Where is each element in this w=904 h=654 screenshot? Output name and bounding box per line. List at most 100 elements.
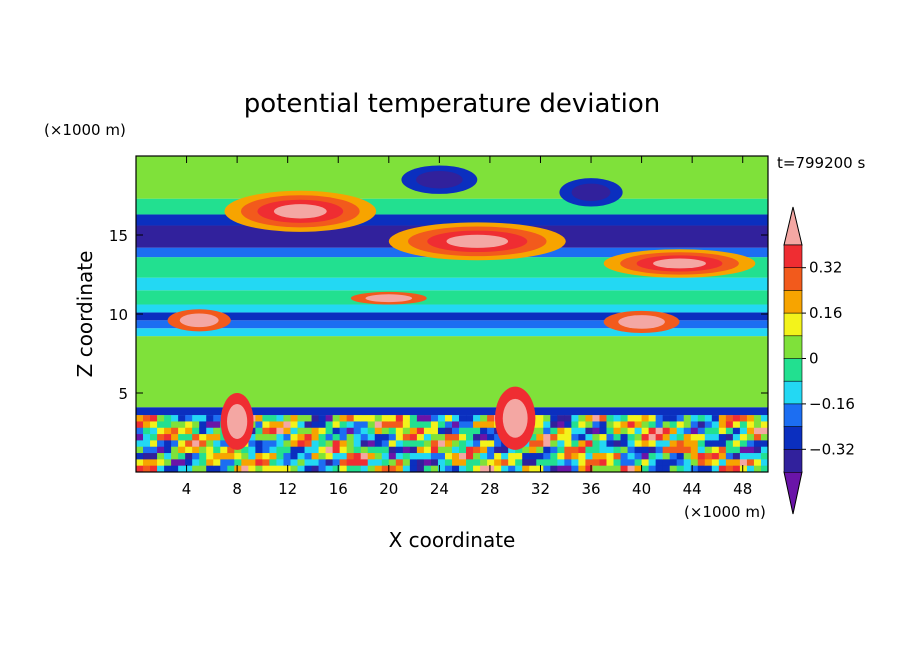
turbulent-cell [318, 427, 327, 435]
turbulent-cell [676, 459, 685, 467]
turbulent-cell [311, 453, 320, 460]
turbulent-cell [634, 459, 643, 467]
turbulent-cell [578, 459, 587, 467]
turbulent-cell [466, 415, 474, 423]
turbulent-cell [564, 465, 572, 472]
turbulent-cell [402, 427, 411, 435]
turbulent-cell [339, 465, 348, 472]
turbulent-cell [255, 446, 263, 454]
turbulent-cell [550, 465, 558, 472]
turbulent-cell [606, 434, 615, 441]
turbulent-cell [395, 465, 404, 472]
turbulent-cell [459, 446, 467, 454]
turbulent-cell [395, 421, 404, 429]
turbulent-cell [662, 434, 671, 441]
turbulent-cell [227, 453, 235, 460]
turbulent-cell [171, 453, 179, 460]
turbulent-cell [290, 459, 299, 467]
turbulent-cell [515, 446, 523, 454]
turbulent-cell [704, 440, 713, 448]
turbulent-cell [648, 465, 657, 472]
turbulent-cell [409, 434, 418, 441]
turbulent-cell [634, 453, 643, 460]
turbulent-cell [746, 446, 755, 454]
turbulent-cell [620, 440, 629, 448]
turbulent-cell [360, 415, 369, 423]
turbulent-cell [620, 415, 629, 423]
turbulent-cell [697, 440, 706, 448]
turbulent-cell [711, 465, 720, 472]
turbulent-cell [311, 459, 320, 467]
turbulent-cell [143, 446, 151, 454]
turbulent-cell [571, 421, 579, 429]
turbulent-cell [409, 459, 418, 467]
turbulent-cell [262, 415, 271, 423]
turbulent-cell [304, 465, 313, 472]
turbulent-cell [578, 465, 587, 472]
y-tick-label: 5 [118, 385, 128, 403]
turbulent-cell [543, 446, 551, 454]
turbulent-cell [171, 465, 179, 472]
turbulent-cell [732, 421, 741, 429]
turbulent-cell [585, 434, 594, 441]
turbulent-cell [402, 434, 411, 441]
turbulent-cell [423, 453, 432, 460]
turbulent-cell [311, 440, 320, 448]
turbulent-cell [739, 453, 748, 460]
turbulent-cell [381, 440, 390, 448]
turbulent-cell [641, 459, 650, 467]
turbulent-cell [529, 459, 537, 467]
turbulent-cell [578, 421, 587, 429]
turbulent-cell [150, 446, 158, 454]
turbulent-cell [178, 427, 186, 435]
turbulent-cell [353, 434, 362, 441]
turbulent-cell [367, 440, 376, 448]
turbulent-cell [564, 453, 572, 460]
turbulent-cell [136, 453, 144, 460]
turbulent-cell [192, 415, 200, 423]
contour-blob [618, 315, 665, 329]
turbulent-cell [557, 459, 565, 467]
turbulent-cell [276, 446, 285, 454]
turbulent-cell [234, 453, 242, 460]
turbulent-cell [269, 453, 278, 460]
turbulent-cell [529, 434, 537, 441]
turbulent-cell [627, 459, 636, 467]
turbulent-cell [353, 440, 362, 448]
turbulent-cell [655, 421, 664, 429]
turbulent-cell [711, 459, 720, 467]
turbulent-cell [718, 453, 727, 460]
turbulent-cell [753, 446, 762, 454]
turbulent-cell [585, 421, 594, 429]
turbulent-cell [732, 465, 741, 472]
x-tick-label: 44 [683, 480, 702, 498]
turbulent-cell [430, 459, 439, 467]
turbulent-cell [501, 465, 509, 472]
turbulent-cell [430, 427, 439, 435]
turbulent-cell [599, 421, 608, 429]
turbulent-cell [732, 427, 741, 435]
turbulent-cell [346, 453, 355, 460]
turbulent-cell [571, 427, 579, 435]
colorbar-tick-label: −0.32 [809, 440, 855, 458]
turbulent-cell [241, 453, 249, 460]
turbulent-cell [760, 415, 768, 423]
turbulent-cell [718, 459, 727, 467]
y-tick-label: 15 [109, 227, 128, 245]
turbulent-cell [143, 440, 151, 448]
turbulent-cell [304, 427, 313, 435]
turbulent-cell [620, 421, 629, 429]
turbulent-cell [136, 459, 144, 467]
turbulent-cell [437, 421, 446, 429]
turbulent-cell [269, 446, 278, 454]
turbulent-cell [480, 415, 488, 423]
turbulent-cell [171, 427, 179, 435]
turbulent-cell [760, 465, 768, 472]
turbulent-cell [543, 427, 551, 435]
turbulent-cell [402, 421, 411, 429]
turbulent-cell [199, 434, 207, 441]
turbulent-cell [739, 459, 748, 467]
turbulent-cell [536, 415, 544, 423]
turbulent-cell [430, 465, 439, 472]
turbulent-cell [241, 465, 249, 472]
